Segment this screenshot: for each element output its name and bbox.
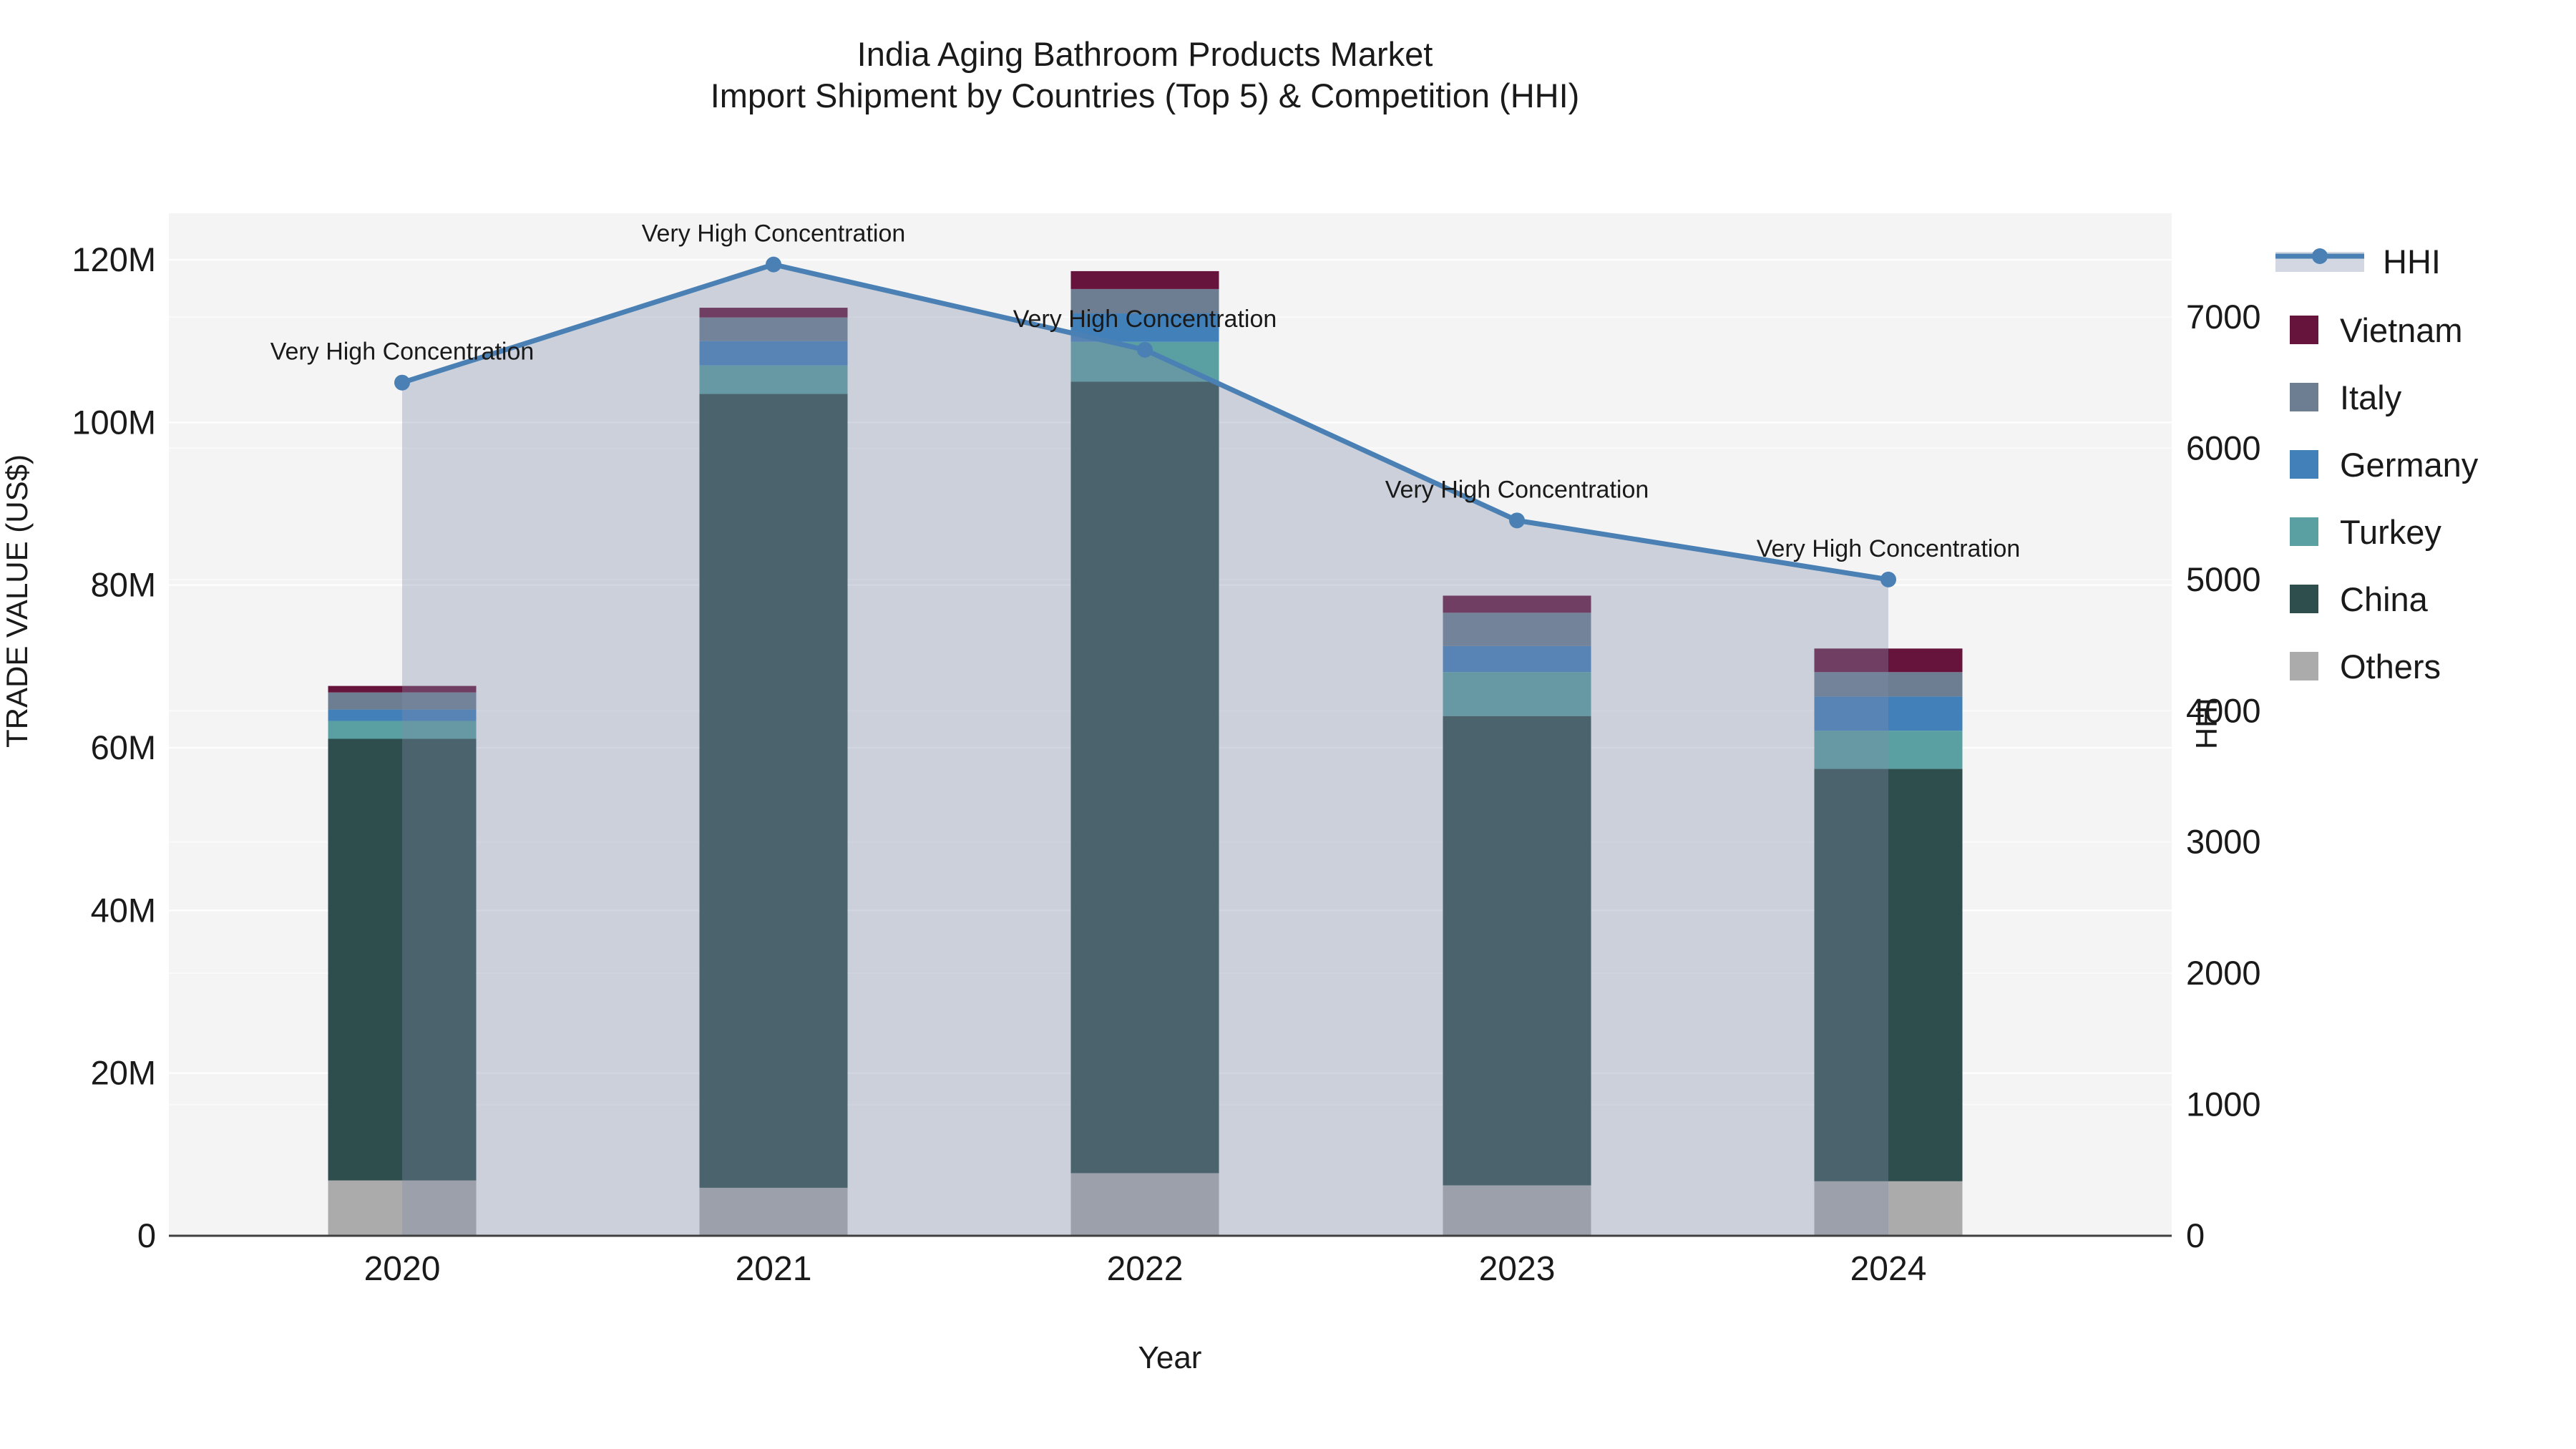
y-right-tick-label-4000: 4000	[2186, 691, 2261, 729]
legend-item-hhi: HHI	[2275, 243, 2441, 280]
bar-segment-vietnam-2020	[328, 686, 477, 693]
others-swatch	[2290, 652, 2318, 680]
bar-segment-turkey-2021	[699, 365, 848, 394]
y-right-tick-label-3000: 3000	[2186, 823, 2261, 861]
legend-label: Others	[2340, 648, 2441, 686]
y-left-tick-label-100M: 100M	[72, 403, 156, 441]
hhi-marker-2021	[766, 256, 781, 273]
bar-segment-germany-2024	[1814, 696, 1963, 731]
annotation-2022: Very High Concentration	[1013, 306, 1277, 333]
bar-segment-turkey-2024	[1814, 731, 1963, 769]
hhi-marker-swatch	[2312, 248, 2328, 264]
hhi-marker-2023	[1509, 512, 1525, 529]
y-left-tick-label-80M: 80M	[91, 566, 156, 604]
y-right-tick-label-0: 0	[2186, 1216, 2205, 1254]
vietnam-swatch	[2290, 316, 2318, 344]
bar-segment-china-2022	[1070, 381, 1219, 1174]
x-tick-label-2021: 2021	[736, 1250, 812, 1288]
x-tick-label-2022: 2022	[1107, 1250, 1184, 1288]
bar-segment-italy-2021	[699, 317, 848, 341]
hhi-line-group	[394, 256, 1896, 587]
bar-segment-china-2020	[328, 738, 477, 1181]
bar-segment-italy-2022	[1070, 288, 1219, 314]
bar-segment-turkey-2023	[1443, 672, 1591, 716]
legend-item-china: China	[2290, 580, 2429, 618]
bars-group	[328, 270, 1963, 1236]
y-right-tick-label-6000: 6000	[2186, 429, 2261, 467]
bar-segment-others-2022	[1070, 1173, 1219, 1236]
x-tick-label-2023: 2023	[1479, 1250, 1556, 1288]
legend-label: HHI	[2383, 243, 2441, 280]
y-right-tick-label-2000: 2000	[2186, 954, 2261, 992]
bar-segment-germany-2023	[1443, 645, 1591, 673]
bar-segment-others-2023	[1443, 1185, 1591, 1236]
legend-label: Germany	[2340, 446, 2479, 484]
bar-segment-vietnam-2023	[1443, 595, 1591, 613]
bar-segment-china-2023	[1443, 716, 1591, 1186]
bar-segment-italy-2023	[1443, 613, 1591, 646]
legend-label: Vietnam	[2340, 311, 2463, 349]
legend-label: China	[2340, 580, 2429, 618]
x-tick-label-2024: 2024	[1850, 1250, 1927, 1288]
legend: HHI Vietnam Italy Germany Turkey China	[2275, 243, 2479, 686]
bar-segment-others-2024	[1814, 1181, 1963, 1236]
annotation-2021: Very High Concentration	[642, 220, 906, 248]
annotation-2024: Very High Concentration	[1757, 535, 2021, 562]
legend-label: Turkey	[2340, 513, 2441, 551]
y-left-tick-label-20M: 20M	[91, 1054, 156, 1092]
china-swatch	[2290, 585, 2318, 613]
bar-segment-china-2021	[699, 394, 848, 1188]
bar-segment-italy-2020	[328, 692, 477, 710]
annotation-2020: Very High Concentration	[270, 338, 535, 366]
hhi-area-group	[402, 264, 1888, 1236]
chart-title-line2: Import Shipment by Countries (Top 5) & C…	[711, 77, 1580, 114]
y-left-tick-label-40M: 40M	[91, 891, 156, 929]
legend-item-italy: Italy	[2290, 379, 2402, 416]
turkey-swatch	[2290, 517, 2318, 546]
x-axis-title: Year	[1138, 1340, 1202, 1375]
y-axis-title-right: HHI	[2190, 698, 2223, 749]
hhi-marker-2022	[1137, 341, 1153, 358]
bar-segment-others-2021	[699, 1187, 848, 1236]
legend-item-germany: Germany	[2290, 446, 2479, 484]
legend-label: Italy	[2340, 379, 2402, 416]
bar-segment-italy-2024	[1814, 672, 1963, 697]
bar-segment-china-2024	[1814, 769, 1963, 1181]
germany-swatch	[2290, 450, 2318, 479]
legend-item-vietnam: Vietnam	[2290, 311, 2463, 349]
y-right-tick-label-1000: 1000	[2186, 1085, 2261, 1123]
y-right-tick-label-7000: 7000	[2186, 298, 2261, 336]
bar-segment-vietnam-2022	[1070, 270, 1219, 289]
italy-swatch	[2290, 383, 2318, 411]
y-left-tick-label-0: 0	[137, 1216, 156, 1254]
annotation-2023: Very High Concentration	[1385, 476, 1649, 503]
x-tick-label-2020: 2020	[364, 1250, 441, 1288]
bar-segment-others-2020	[328, 1180, 477, 1236]
bar-segment-germany-2021	[699, 341, 848, 366]
y-left-tick-label-60M: 60M	[91, 728, 156, 766]
y-axis-title-left: TRADE VALUE (US$)	[0, 454, 34, 748]
legend-item-turkey: Turkey	[2290, 513, 2441, 551]
annotations-group: Very High Concentration Very High Concent…	[270, 220, 2021, 562]
y-left-tick-label-120M: 120M	[72, 240, 156, 278]
hhi-marker-2020	[394, 374, 410, 391]
bar-segment-vietnam-2021	[699, 308, 848, 318]
hhi-marker-2024	[1880, 571, 1896, 587]
legend-item-others: Others	[2290, 648, 2441, 686]
chart-title-line1: India Aging Bathroom Products Market	[857, 35, 1433, 73]
y-right-tick-label-5000: 5000	[2186, 560, 2261, 598]
bar-segment-germany-2020	[328, 709, 477, 721]
axes-group: 2020 2021 2022 2023 2024 0 20M 40M 60M 80M 100M 120…	[72, 240, 2260, 1288]
hhi-area	[402, 264, 1888, 1236]
bar-segment-vietnam-2024	[1814, 648, 1963, 673]
bar-segment-turkey-2020	[328, 721, 477, 739]
